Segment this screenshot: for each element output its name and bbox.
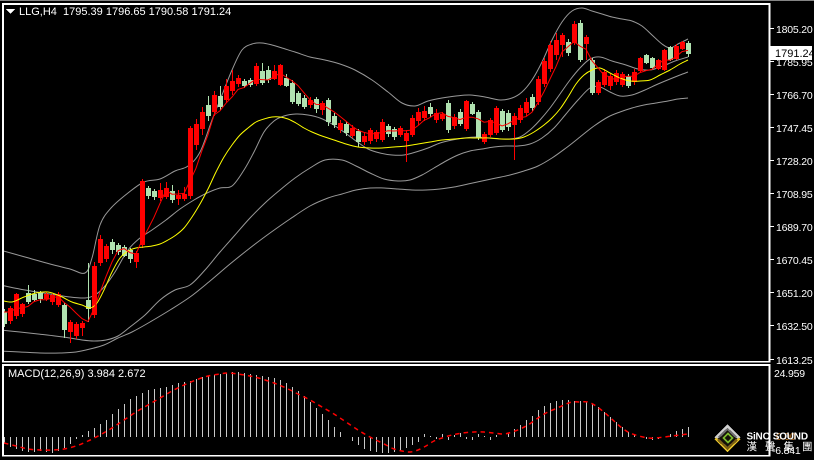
svg-text:1632.50: 1632.50 bbox=[776, 321, 813, 333]
svg-text:24.959: 24.959 bbox=[774, 368, 805, 380]
svg-text:1670.45: 1670.45 bbox=[776, 255, 813, 267]
svg-text:1613.25: 1613.25 bbox=[776, 355, 813, 367]
svg-text:1747.45: 1747.45 bbox=[776, 123, 813, 135]
svg-text:0.00: 0.00 bbox=[776, 432, 796, 443]
svg-text:1708.95: 1708.95 bbox=[776, 189, 813, 201]
svg-text:1805.20: 1805.20 bbox=[776, 24, 813, 36]
svg-text:1766.70: 1766.70 bbox=[776, 90, 813, 102]
svg-text:1791.24: 1791.24 bbox=[775, 48, 814, 60]
svg-text:SiNO SOUND: SiNO SOUND bbox=[747, 432, 808, 443]
svg-text:-6.841: -6.841 bbox=[772, 445, 801, 457]
svg-text:漢聲集團: 漢聲集團 bbox=[747, 440, 814, 453]
svg-text:1651.20: 1651.20 bbox=[776, 288, 813, 300]
svg-text:1728.20: 1728.20 bbox=[776, 156, 813, 168]
svg-text:MACD(12,26,9) 3.984 2.672: MACD(12,26,9) 3.984 2.672 bbox=[8, 368, 146, 380]
svg-text:1689.70: 1689.70 bbox=[776, 222, 813, 234]
svg-text:LLG,H4 1795.39 1796.65 1790.5: LLG,H4 1795.39 1796.65 1790.58 1791.24 bbox=[19, 6, 231, 18]
